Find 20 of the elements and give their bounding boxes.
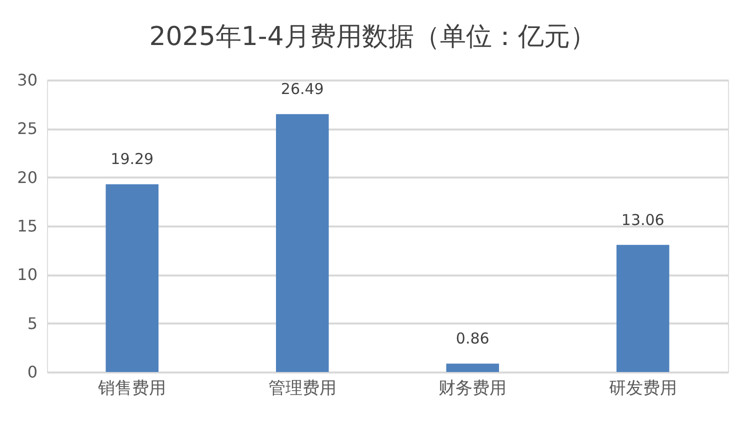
- bar: [276, 114, 329, 372]
- data-label: 0.86: [456, 330, 490, 348]
- bar: [106, 184, 159, 372]
- y-tick-label: 10: [17, 265, 38, 284]
- x-tick-label: 财务费用: [438, 378, 507, 398]
- data-label: 19.29: [110, 150, 154, 168]
- y-tick-label: 20: [17, 168, 38, 187]
- bar: [616, 244, 670, 372]
- y-tick-label: 0: [27, 362, 38, 382]
- y-tick-label: 15: [17, 216, 38, 236]
- chart-title: 2025年1-4月费用数据（单位：亿元）: [149, 22, 596, 52]
- data-label: 13.06: [621, 210, 664, 229]
- x-tick-label: 研发费用: [608, 378, 677, 398]
- y-tick-label: 25: [17, 119, 38, 138]
- y-tick-label: 30: [17, 70, 38, 90]
- data-label: 26.49: [280, 80, 324, 98]
- x-tick-label: 管理费用: [268, 378, 336, 398]
- bar: [446, 364, 500, 372]
- x-tick-label: 销售费用: [97, 378, 166, 398]
- y-tick-label: 5: [27, 314, 38, 333]
